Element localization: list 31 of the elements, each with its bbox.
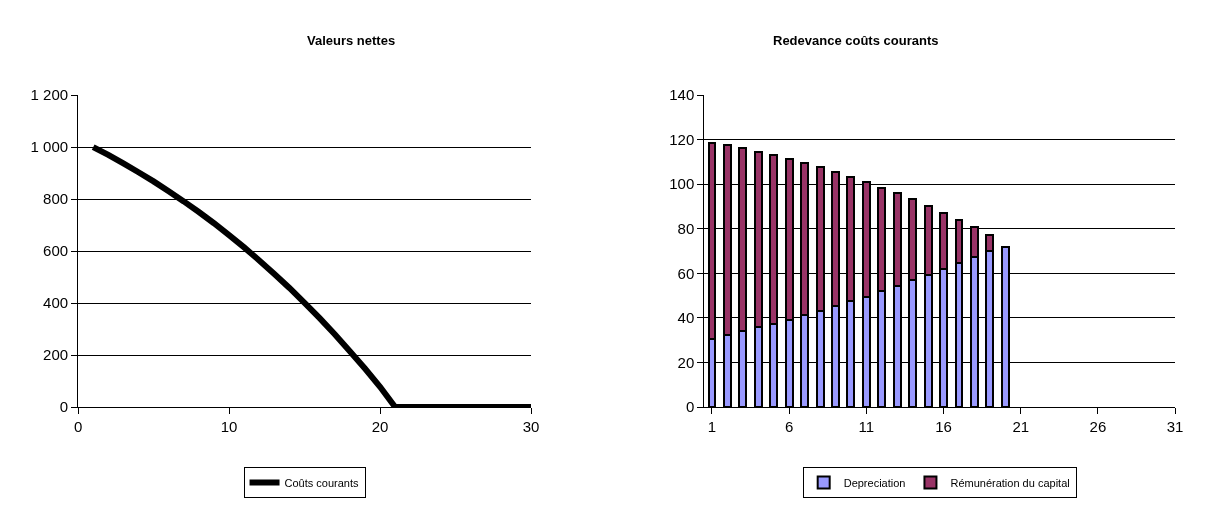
x-tick-label: 31 <box>1166 418 1184 436</box>
y-tick-label: 80 <box>677 220 695 238</box>
legend-label: Coûts courants <box>284 476 360 489</box>
legend-label: Depreciation <box>843 476 906 489</box>
x-tick-label: 11 <box>858 418 875 436</box>
chart-title: Valeurs nettes <box>307 33 396 48</box>
y-tick-label: 40 <box>677 309 695 327</box>
y-tick-label: 0 <box>59 398 69 416</box>
x-tick-label: 1 <box>707 418 717 436</box>
x-tick-label: 16 <box>935 418 952 436</box>
y-tick-label: 20 <box>677 353 695 371</box>
y-tick-label: 60 <box>677 264 695 282</box>
x-tick-label: 20 <box>371 418 389 436</box>
chart-title: Redevance coûts courants <box>773 33 939 48</box>
y-tick-label: 200 <box>43 346 69 364</box>
y-tick-label: 800 <box>43 190 69 208</box>
x-tick-label: 30 <box>522 418 540 436</box>
y-tick-label: 0 <box>685 398 695 416</box>
x-tick-label: 26 <box>1089 418 1107 436</box>
x-tick-label: 10 <box>220 418 238 436</box>
y-tick-label: 120 <box>669 130 695 148</box>
x-tick-label: 6 <box>785 418 794 436</box>
y-tick-label: 1 000 <box>30 138 69 156</box>
x-tick-label: 21 <box>1012 418 1030 436</box>
y-tick-label: 100 <box>669 175 695 193</box>
x-tick-label: 0 <box>73 418 83 436</box>
y-tick-label: 140 <box>669 86 695 104</box>
y-tick-label: 600 <box>43 242 69 260</box>
legend-label: Rémunération du capital <box>950 476 1070 489</box>
y-tick-label: 1 200 <box>30 86 69 104</box>
y-tick-label: 400 <box>43 294 69 312</box>
